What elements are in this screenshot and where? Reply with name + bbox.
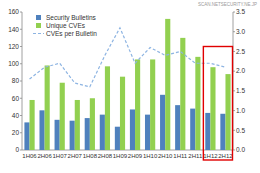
bar (30, 100, 35, 150)
bar (175, 105, 180, 150)
bar (145, 115, 150, 150)
x-tick-label: 1H06 (22, 153, 37, 159)
y2-tick-label: 1.0 (236, 107, 245, 114)
y-tick (20, 115, 22, 116)
y2-tick-label: 3.0 (236, 28, 245, 35)
x-tick-label: 1H10 (143, 153, 158, 159)
y2-tick (233, 51, 235, 52)
y-tick (20, 81, 22, 82)
legend-label: Unique CVEs (46, 22, 86, 30)
x-axis (22, 150, 233, 151)
y2-tick-label: 0.0 (236, 146, 245, 153)
bar (205, 113, 210, 150)
legend-label: CVEs per Bulletin (46, 30, 97, 38)
x-tick-label: 2H07 (68, 153, 83, 159)
y-tick (20, 12, 22, 13)
bar (100, 115, 105, 150)
y2-tick (233, 130, 235, 131)
y-tick (20, 46, 22, 47)
y-tick (20, 63, 22, 64)
y2-tick (233, 90, 235, 91)
y-tick-label: 140 (8, 26, 19, 33)
bar (55, 120, 60, 150)
x-tick-label: 2H10 (158, 153, 173, 159)
y-tick-label: 60 (12, 95, 20, 102)
y2-tick (233, 150, 235, 151)
x-tick-label: 2H09 (128, 153, 143, 159)
y2-tick (233, 110, 235, 111)
bar (195, 57, 200, 150)
y-tick-label: 100 (8, 60, 19, 67)
x-tick-label: 2H12 (218, 153, 233, 159)
bar (135, 59, 140, 150)
y-tick (20, 132, 22, 133)
x-tick-label: 2H08 (98, 153, 113, 159)
bar (130, 109, 135, 150)
y-tick-label: 80 (12, 77, 20, 84)
y-tick-label: 20 (12, 129, 20, 136)
x-tick-label: 1H07 (53, 153, 68, 159)
y-tick (20, 150, 22, 151)
bar (220, 114, 225, 150)
plot-area (24, 19, 230, 150)
y-tick-label: 0 (15, 146, 19, 153)
bar (105, 66, 110, 150)
bar (70, 121, 75, 150)
y2-tick (233, 71, 235, 72)
y-tick-label: 160 (8, 8, 19, 15)
y2-tick (233, 31, 235, 32)
bar (165, 19, 170, 150)
y2-tick (233, 12, 235, 13)
bar (39, 110, 44, 150)
bar (60, 83, 65, 150)
y2-tick-label: 2.0 (236, 67, 245, 74)
x-tick-label: 2H11 (188, 153, 203, 159)
y-tick (20, 98, 22, 99)
chart: 0 20 40 60 80 100 120 140 160 0.0 0.5 1.0 1.5 2.0 2.5 3… (0, 0, 260, 173)
y-tick-label: 40 (12, 112, 20, 119)
legend-swatch (33, 33, 44, 34)
x-tick-label: 1H08 (83, 153, 98, 159)
y-tick-label: 120 (8, 43, 19, 50)
bar (225, 74, 230, 150)
legend-swatch (36, 15, 41, 20)
bar (115, 127, 120, 150)
bar (90, 98, 95, 150)
y-tick (20, 29, 22, 30)
bar (85, 118, 90, 150)
legend-swatch (36, 23, 41, 28)
legend-label: Security Bulletins (46, 14, 97, 22)
x-tick-label: 1H11 (173, 153, 188, 159)
bar (160, 95, 165, 150)
bar (120, 77, 125, 150)
watermark: SCAN.NETSECURITY.NE.JP (198, 2, 257, 7)
line (30, 28, 226, 87)
bar (180, 38, 185, 150)
y2-tick-label: 2.5 (236, 48, 245, 55)
highlight-box (203, 47, 232, 161)
bar (190, 109, 195, 150)
bar (75, 100, 80, 150)
bar (210, 67, 215, 150)
bar (150, 59, 155, 150)
x-tick-label: 2H06 (37, 153, 52, 159)
bar (45, 65, 50, 150)
y2-tick-label: 3.5 (236, 8, 245, 15)
y2-tick-label: 0.5 (236, 127, 245, 134)
x-tick-label: 1H12 (203, 153, 218, 159)
y2-tick-label: 1.5 (236, 87, 245, 94)
x-tick-label: 1H09 (113, 153, 128, 159)
bar (24, 122, 29, 150)
